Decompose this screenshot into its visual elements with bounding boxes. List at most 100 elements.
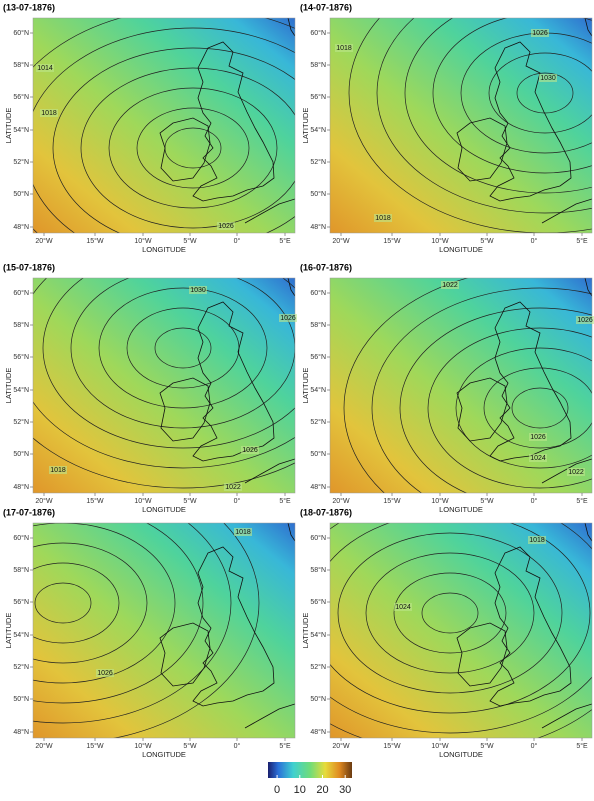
x-tick-label: 10°W xyxy=(134,742,152,750)
contour-label: 1024 xyxy=(530,455,546,462)
contour-label-bg xyxy=(279,314,297,322)
coastline xyxy=(159,377,211,442)
y-tick-label: 50°N xyxy=(13,190,29,198)
y-tick-label: 58°N xyxy=(310,566,326,574)
contour-label-bg xyxy=(189,286,207,294)
coastline xyxy=(584,18,592,37)
contour-label: 1026 xyxy=(577,317,593,324)
map-panel: (15-07-1876) 1030 1026 1026 1018 1022 20°W 15°W… xyxy=(3,262,297,514)
isobar xyxy=(421,592,479,634)
y-tick-label: 52°N xyxy=(13,158,29,166)
x-tick-label: 20°W xyxy=(332,742,350,750)
y-axis-title: LATITUDE xyxy=(4,613,13,649)
isobar xyxy=(365,552,535,674)
x-tick-label: 0° xyxy=(234,237,241,245)
coastline xyxy=(541,703,592,729)
x-tick-label: 20°W xyxy=(35,237,53,245)
panel-border xyxy=(32,277,296,494)
y-tick-label: 50°N xyxy=(310,450,326,458)
x-tick-label: 5°W xyxy=(480,237,494,245)
y-tick-label: 48°N xyxy=(310,728,326,736)
contour-label-bg xyxy=(36,64,54,72)
contour-label: 1026 xyxy=(218,223,234,230)
isobar xyxy=(399,307,592,493)
x-tick-label: 15°W xyxy=(383,237,401,245)
contour-label: 1026 xyxy=(530,434,546,441)
contour-label: 1022 xyxy=(442,282,458,289)
y-tick-label: 56°N xyxy=(310,93,326,101)
contour-label-bg xyxy=(528,536,546,544)
y-tick-label: 56°N xyxy=(13,353,29,361)
contour-label-bg xyxy=(529,454,547,462)
coastline xyxy=(287,523,295,542)
contour-label: 1014 xyxy=(37,65,53,72)
isobar xyxy=(371,287,592,493)
coastline xyxy=(456,622,508,687)
y-tick-label: 60°N xyxy=(13,289,29,297)
coastline xyxy=(287,18,295,37)
x-tick-label: 5°E xyxy=(576,237,588,245)
coastline xyxy=(244,703,295,729)
y-tick-label: 50°N xyxy=(13,450,29,458)
contour-label: 1024 xyxy=(395,604,411,611)
coastline xyxy=(489,41,572,202)
contour-label-bg xyxy=(567,468,585,476)
x-tick-label: 5°E xyxy=(576,497,588,505)
panel-border xyxy=(32,522,296,739)
isobar xyxy=(511,387,569,429)
y-tick-label: 50°N xyxy=(310,695,326,703)
map-area xyxy=(330,18,592,233)
isobar xyxy=(34,582,92,624)
y-tick-label: 48°N xyxy=(13,728,29,736)
map-area xyxy=(330,278,592,493)
y-tick-label: 54°N xyxy=(13,386,29,394)
coastline xyxy=(287,278,295,297)
y-tick-label: 60°N xyxy=(310,534,326,542)
coastline xyxy=(584,523,592,542)
isobar xyxy=(33,27,295,233)
y-tick-label: 52°N xyxy=(13,663,29,671)
x-axis-title: LONGITUDE xyxy=(142,245,186,254)
isobar xyxy=(330,523,591,714)
contour-label: 1026 xyxy=(532,30,548,37)
contour-label-bg xyxy=(234,528,252,536)
x-tick-label: 0° xyxy=(531,742,538,750)
y-tick-label: 50°N xyxy=(310,190,326,198)
colorbar-tick-label: 30 xyxy=(339,784,351,796)
map-area xyxy=(33,18,295,233)
y-axis-title: LATITUDE xyxy=(301,368,310,404)
x-tick-label: 5°W xyxy=(480,497,494,505)
y-tick-label: 52°N xyxy=(310,663,326,671)
isobar xyxy=(98,287,268,409)
contour-label-bg xyxy=(531,29,549,37)
contour-label-bg xyxy=(374,214,392,222)
x-tick-label: 0° xyxy=(234,742,241,750)
contour-label: 1022 xyxy=(568,469,584,476)
contour-label: 1022 xyxy=(225,484,241,491)
x-tick-label: 10°W xyxy=(431,742,449,750)
y-tick-label: 58°N xyxy=(13,321,29,329)
x-axis-title: LONGITUDE xyxy=(439,245,483,254)
y-tick-label: 60°N xyxy=(13,534,29,542)
isobar xyxy=(33,523,232,724)
x-tick-label: 5°E xyxy=(279,742,291,750)
x-axis-title: LONGITUDE xyxy=(142,505,186,514)
isobar xyxy=(455,347,592,469)
map-panel: (18-07-1876) 1018 1024 20°W 15°W 10°W 5°W 0° 5°E… xyxy=(300,507,593,759)
isobar xyxy=(343,278,469,493)
isobar xyxy=(108,87,278,209)
isobar xyxy=(516,72,574,114)
y-tick-label: 48°N xyxy=(13,223,29,231)
map-area xyxy=(330,523,592,738)
coastline xyxy=(489,546,572,707)
isobar xyxy=(427,327,592,489)
x-tick-label: 10°W xyxy=(134,237,152,245)
contour-label: 1030 xyxy=(190,287,206,294)
x-tick-label: 15°W xyxy=(383,497,401,505)
x-axis-title: LONGITUDE xyxy=(142,750,186,759)
x-tick-label: 10°W xyxy=(431,237,449,245)
panel-title: (18-07-1876) xyxy=(300,507,352,517)
contour-label-bg xyxy=(49,466,67,474)
y-tick-label: 48°N xyxy=(310,483,326,491)
